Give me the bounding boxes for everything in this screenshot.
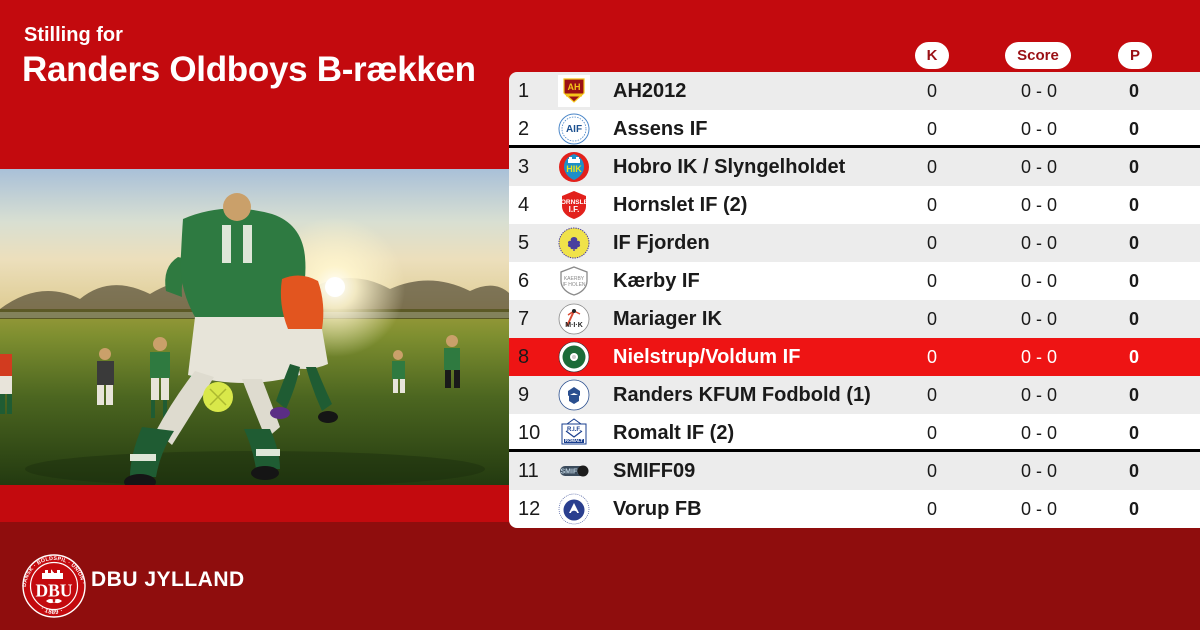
svg-text:ROMALT: ROMALT: [565, 438, 583, 443]
svg-text:M·I·K: M·I·K: [565, 322, 583, 329]
svg-text:IF HOLEN: IF HOLEN: [562, 282, 585, 288]
svg-text:I.F.: I.F.: [569, 205, 580, 214]
svg-text:AH: AH: [568, 82, 581, 92]
svg-text:DBU: DBU: [36, 581, 73, 601]
svg-text:HIK: HIK: [566, 164, 582, 174]
svg-text:R.I.F.: R.I.F.: [567, 427, 581, 433]
svg-text:AIF: AIF: [566, 124, 582, 135]
